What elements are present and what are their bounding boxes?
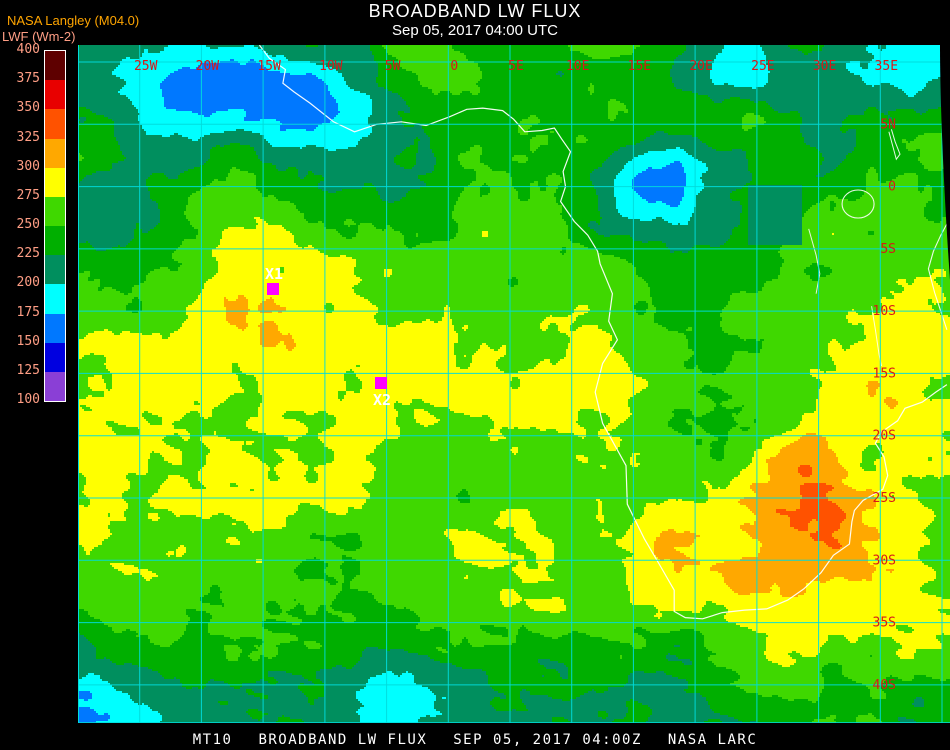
lat-label: 35S <box>873 616 896 631</box>
marker-label-x2: X2 <box>373 391 391 409</box>
colorbar-tick: 375 <box>16 71 40 87</box>
colorbar-segment <box>45 109 65 139</box>
colorbar-tick: 200 <box>16 275 40 291</box>
flux-field-canvas[interactable] <box>78 45 950 723</box>
colorbar-tick: 225 <box>16 246 40 262</box>
colorbar-tick: 350 <box>16 100 40 116</box>
colorbar-segment <box>45 196 65 227</box>
lat-label: 5S <box>880 242 896 257</box>
colorbar-segment <box>45 51 65 81</box>
status-product: BROADBAND LW FLUX <box>258 731 428 748</box>
colorbar-segment <box>45 167 65 197</box>
colorbar-segment <box>45 80 65 110</box>
status-agency: NASA LARC <box>667 731 758 748</box>
lon-label: 5W <box>385 59 401 74</box>
page-title: BROADBAND LW FLUX <box>368 1 582 21</box>
lake-tanganyika-outline <box>808 228 821 294</box>
units-label: LWF (Wm-2) <box>2 29 76 44</box>
page-subtitle: Sep 05, 2017 04:00 UTC <box>392 22 558 39</box>
lon-label: 15W <box>257 59 281 74</box>
flux-map[interactable]: 25W 20W 15W 10W 5W 0 5E 10E 15E 20E 25E 30E 35E 5N 0 5S… <box>78 45 950 723</box>
lon-label: 30E <box>813 59 836 74</box>
lat-label: 5N <box>880 117 896 132</box>
marker-label-x1: X1 <box>265 265 283 283</box>
lon-label: 25E <box>751 59 774 74</box>
map-overlay: 25W 20W 15W 10W 5W 0 5E 10E 15E 20E 25E 30E 35E 5N 0 5S… <box>78 45 950 723</box>
colorbar-segment <box>45 313 65 343</box>
marker-x2[interactable] <box>375 377 387 389</box>
status-bar: MT10 BROADBAND LW FLUX SEP 05, 2017 04:0… <box>0 729 950 750</box>
colorbar-tick: 150 <box>16 333 40 349</box>
colorbar: 400 375 350 325 300 275 250 225 200 175 150 125 100 <box>0 42 70 413</box>
colorbar-segment <box>45 284 65 314</box>
lat-label: 40S <box>873 678 896 693</box>
colorbar-tick: 250 <box>16 217 40 232</box>
coastline-africa <box>258 45 948 620</box>
colorbar-tick: 300 <box>16 158 40 174</box>
status-satellite: MT10 <box>192 731 233 748</box>
colorbar-segment <box>45 255 65 285</box>
colorbar-segment <box>45 138 65 168</box>
source-label: NASA Langley (M04.0) <box>7 13 140 28</box>
lat-label: 30S <box>873 553 896 568</box>
lon-label: 20W <box>196 59 220 74</box>
lon-label: 0 <box>450 59 458 74</box>
lon-label: 15E <box>628 59 651 74</box>
colorbar-segment <box>45 342 65 372</box>
lake-turkana-outline <box>888 129 901 161</box>
colorbar-segment <box>45 226 65 256</box>
colorbar-tick: 175 <box>16 304 40 320</box>
lon-label: 25W <box>134 59 158 74</box>
lon-label: 35E <box>875 59 898 74</box>
lon-label: 10W <box>319 59 343 74</box>
colorbar-segment <box>45 371 65 402</box>
marker-x1[interactable] <box>267 283 279 295</box>
coastline-east-africa <box>927 223 948 330</box>
lat-label: 25S <box>873 491 896 506</box>
colorbar-tick: 125 <box>16 362 40 378</box>
colorbar-tick: 100 <box>16 392 40 407</box>
colorbar-scale <box>44 50 66 402</box>
status-datetime: SEP 05, 2017 04:00Z <box>453 731 642 748</box>
lon-label: 10E <box>566 59 589 74</box>
lat-label: 20S <box>873 429 896 444</box>
lake-victoria-outline <box>841 189 875 219</box>
lat-label: 15S <box>873 366 896 381</box>
colorbar-tick: 400 <box>16 42 40 57</box>
no-data-region <box>940 45 950 280</box>
colorbar-tick: 325 <box>16 129 40 145</box>
lon-label: 20E <box>689 59 712 74</box>
lat-label: 0 <box>888 180 896 195</box>
lon-label: 5E <box>508 59 524 74</box>
lat-label: 10S <box>873 304 896 319</box>
title-block: BROADBAND LW FLUX Sep 05, 2017 04:00 UTC <box>0 1 950 39</box>
colorbar-tick: 275 <box>16 187 40 203</box>
